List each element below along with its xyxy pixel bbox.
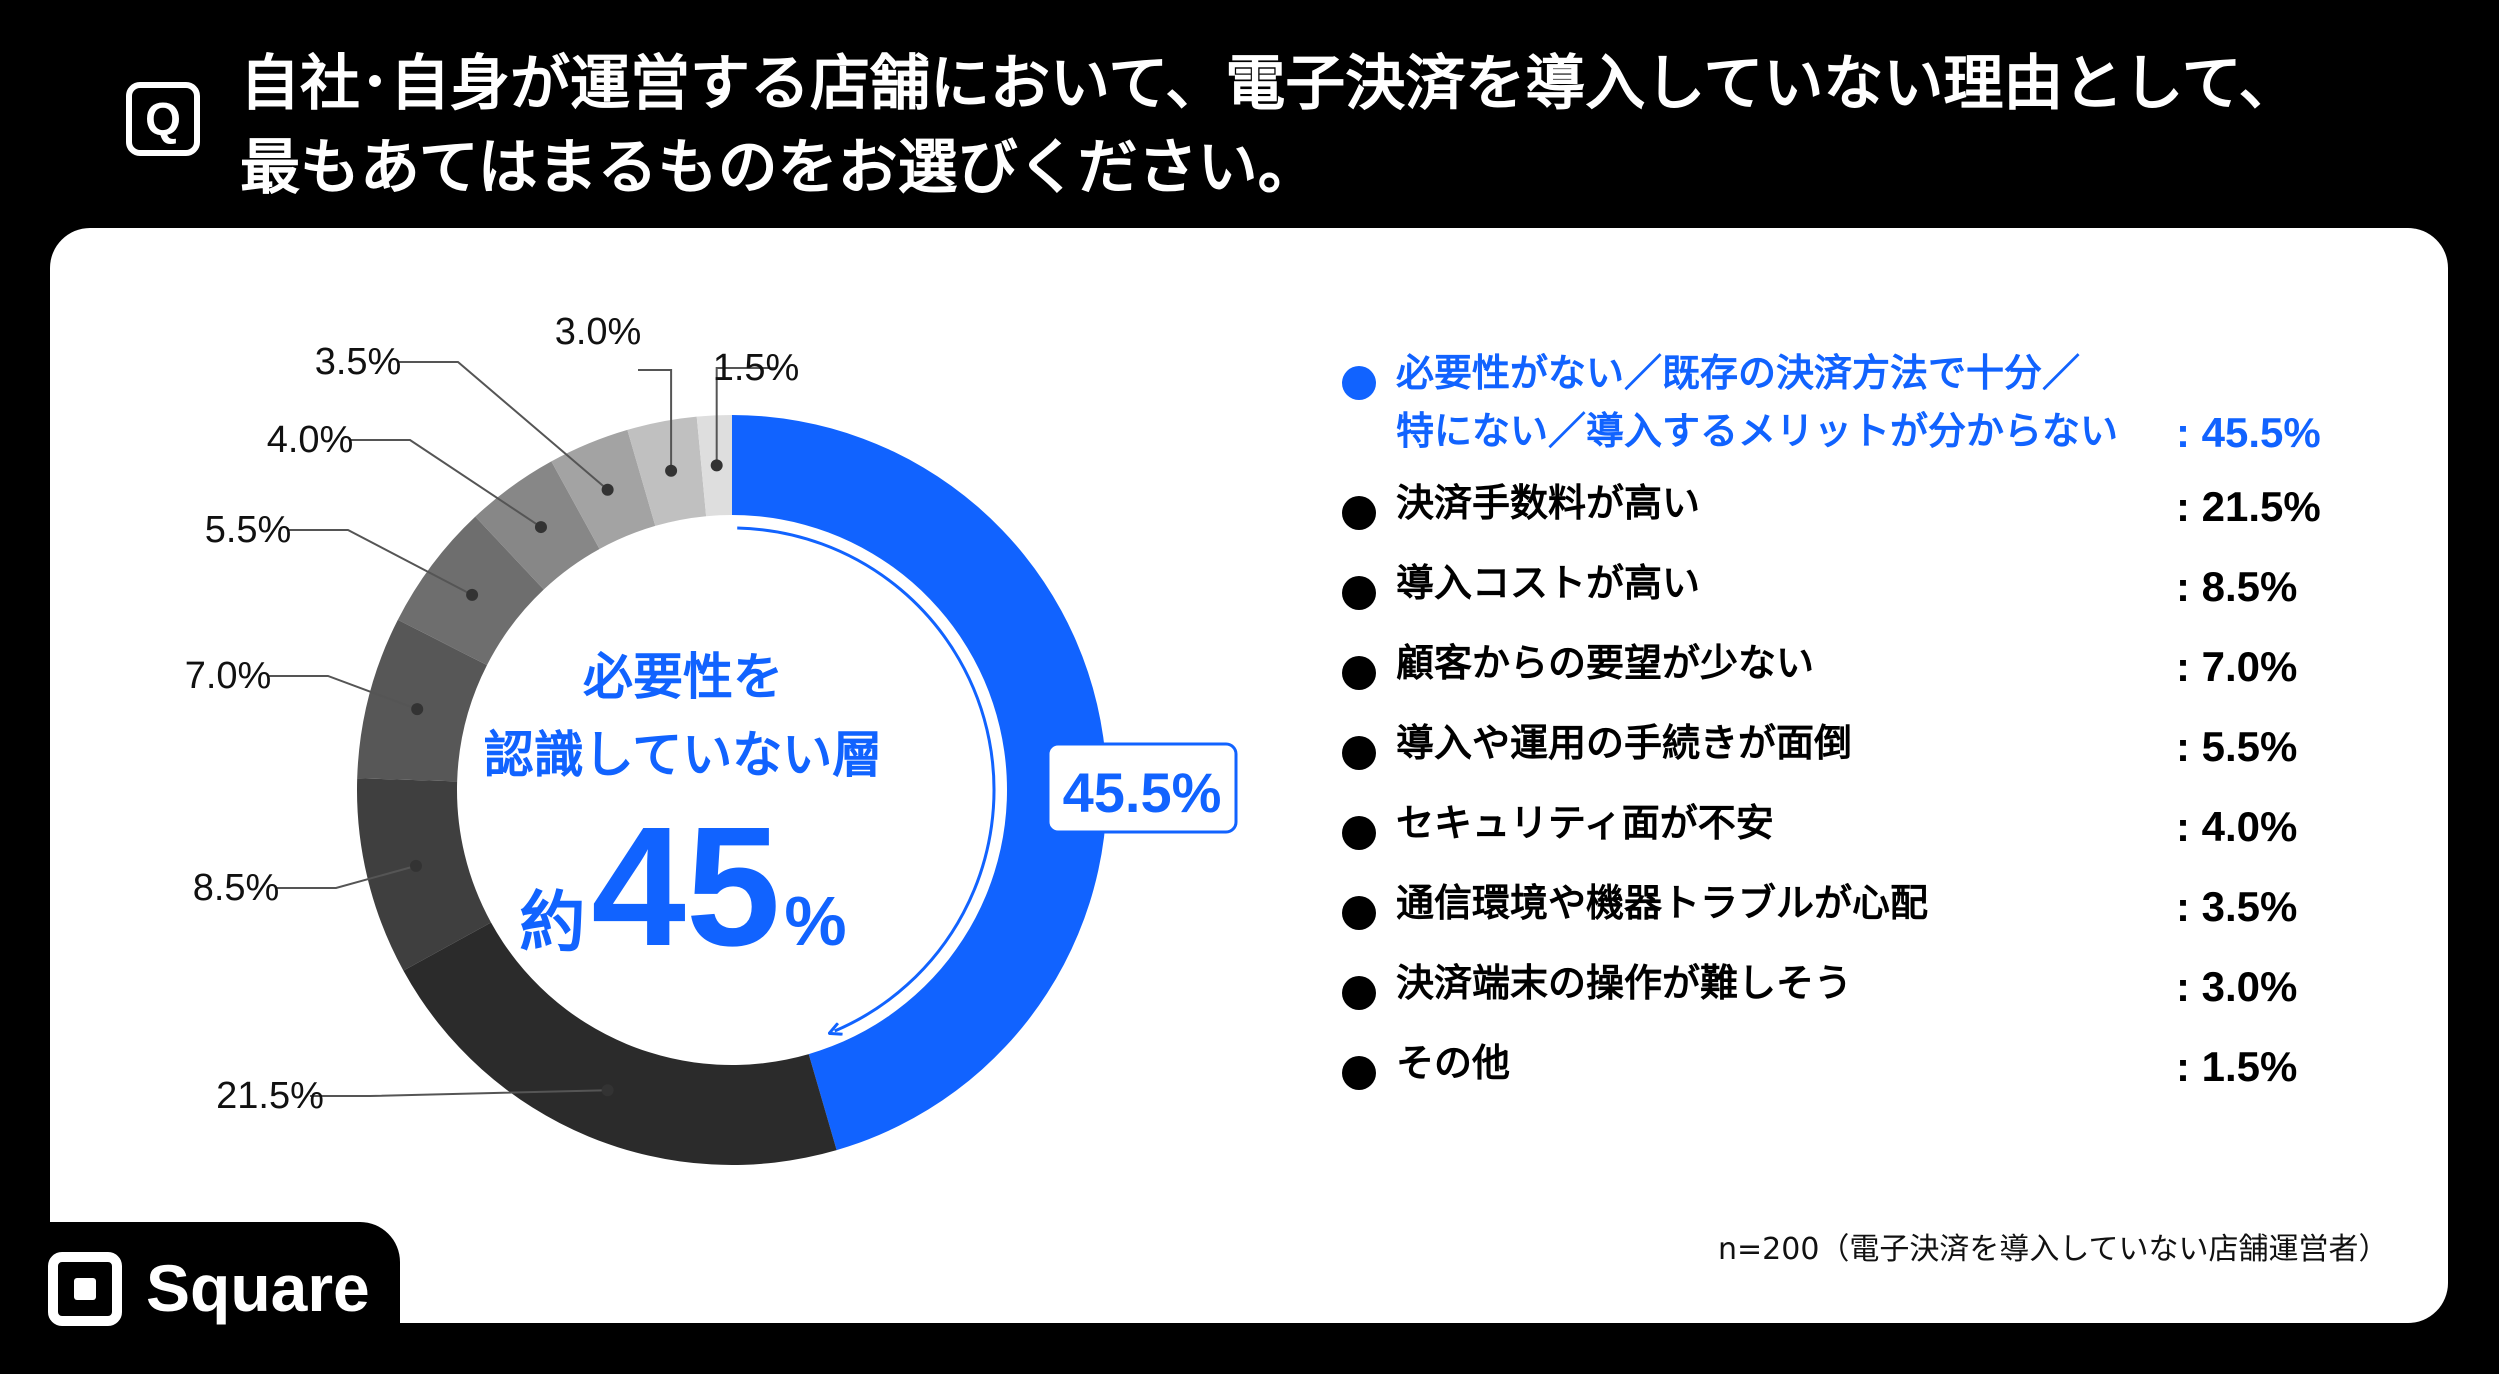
leader-dot	[601, 1084, 614, 1097]
legend-dot-icon	[1342, 896, 1376, 930]
legend-dot-icon	[1342, 736, 1376, 770]
question-line-2: 最もあてはまるものをお選びください。	[240, 133, 1318, 203]
donut-slice	[732, 415, 1107, 1151]
leader-dot	[466, 588, 479, 601]
main-value-callout: 45.5%	[1046, 742, 1238, 834]
leader-dot	[710, 459, 723, 472]
legend-label-line-1: 必要性がない／既存の決済方法で十分／	[1396, 351, 2081, 395]
legend-label: 導入コストが高い	[1396, 561, 1701, 605]
leader-line	[310, 1089, 608, 1097]
question-header: Q 自社･自身が運営する店舗において、電子決済を導入していない理由として、 最も…	[0, 0, 2499, 225]
legend-label: 導入や運用の手続きが面倒	[1396, 721, 1853, 765]
center-line-2: 認識していない層	[484, 726, 883, 784]
leader-line	[715, 367, 776, 466]
legend-value: : 21.5%	[2176, 483, 2321, 530]
slice-value-label: 21.5%	[216, 1075, 324, 1117]
sample-footnote: n=200（電子決済を導入していない店舗運営者）	[1718, 1232, 2389, 1267]
leader-dot	[409, 859, 422, 872]
donut-slice	[357, 619, 487, 782]
legend-label: セキュリティ面が不安	[1396, 801, 1774, 845]
legend-label: 通信環境や機器トラブルが心配	[1396, 881, 1929, 925]
leader-dot	[534, 521, 547, 534]
legend-value: : 5.5%	[2176, 723, 2298, 770]
legend-value: : 4.0%	[2176, 803, 2298, 850]
leader-line	[276, 864, 417, 889]
legend-dot-icon	[1342, 656, 1376, 690]
slice-value-label: 5.5%	[205, 509, 292, 551]
legend-label: 決済手数料が高い	[1396, 481, 1701, 525]
donut-slice	[403, 922, 837, 1165]
legend-dot-icon	[1342, 816, 1376, 850]
legend-value: : 3.5%	[2176, 883, 2298, 930]
center-approx-prefix: 約	[519, 884, 585, 961]
leader-line	[288, 529, 473, 596]
center-line-1: 必要性を	[583, 648, 783, 706]
slice-value-label: 3.5%	[315, 341, 402, 383]
center-approx: 約45%	[519, 792, 846, 982]
leader-line	[350, 439, 542, 528]
brand-name: Square	[146, 1251, 370, 1325]
leader-lines: 21.5% 8.5% 7.0% 5.5% 4.0% 3.5% 3.0% 1.5%	[185, 311, 800, 1117]
leader-line	[268, 675, 418, 711]
legend-value: : 8.5%	[2176, 563, 2298, 610]
square-logo-icon	[48, 1252, 122, 1326]
center-arrow-icon	[737, 526, 996, 1031]
legend-dot-icon	[1342, 366, 1376, 400]
leader-dot	[601, 483, 614, 496]
legend-dot-icon	[1342, 576, 1376, 610]
question-text: 自社･自身が運営する店舗において、電子決済を導入していない理由として、 最もあて…	[240, 42, 2460, 210]
donut-slice	[357, 778, 492, 971]
center-text: 必要性を 認識していない層 約45%	[484, 648, 883, 982]
leader-dot	[411, 703, 424, 716]
leader-line	[398, 361, 609, 491]
legend-value: : 1.5%	[2176, 1043, 2298, 1090]
slice-value-label: 3.0%	[555, 311, 642, 353]
legend-value: : 45.5%	[2176, 409, 2321, 456]
slice-value-label: 1.5%	[713, 347, 800, 389]
slice-value-label: 8.5%	[193, 867, 280, 909]
slice-value-label: 4.0%	[267, 419, 354, 461]
main-value-label: 45.5%	[1063, 761, 1222, 824]
leader-dot	[665, 464, 678, 477]
legend-dot-icon	[1342, 976, 1376, 1010]
legend-dot-icon	[1342, 496, 1376, 530]
legend-label: 決済端末の操作が難しそう	[1396, 961, 1853, 1005]
question-line-1: 自社･自身が運営する店舗において、電子決済を導入していない理由として、	[240, 49, 2299, 119]
center-approx-number: 45	[591, 792, 780, 982]
legend-label-line-2: 特にない／導入するメリットが分からない	[1396, 409, 2119, 453]
slice-value-label: 7.0%	[185, 655, 272, 697]
center-approx-suffix: %	[784, 882, 846, 960]
logo-tab	[0, 1222, 400, 1374]
legend-value: : 7.0%	[2176, 643, 2298, 690]
legend-label: 顧客からの要望が少ない	[1396, 641, 1815, 685]
legend-label: 必要性がない／既存の決済方法で十分／ 特にない／導入するメリットが分からない	[1396, 344, 2196, 460]
legend-label: その他	[1396, 1041, 1511, 1085]
donut-slices	[357, 415, 1107, 1165]
legend-dot-icon	[1342, 1056, 1376, 1090]
question-badge: Q	[126, 82, 200, 156]
legend-value: : 3.0%	[2176, 963, 2298, 1010]
leader-line	[638, 369, 673, 471]
